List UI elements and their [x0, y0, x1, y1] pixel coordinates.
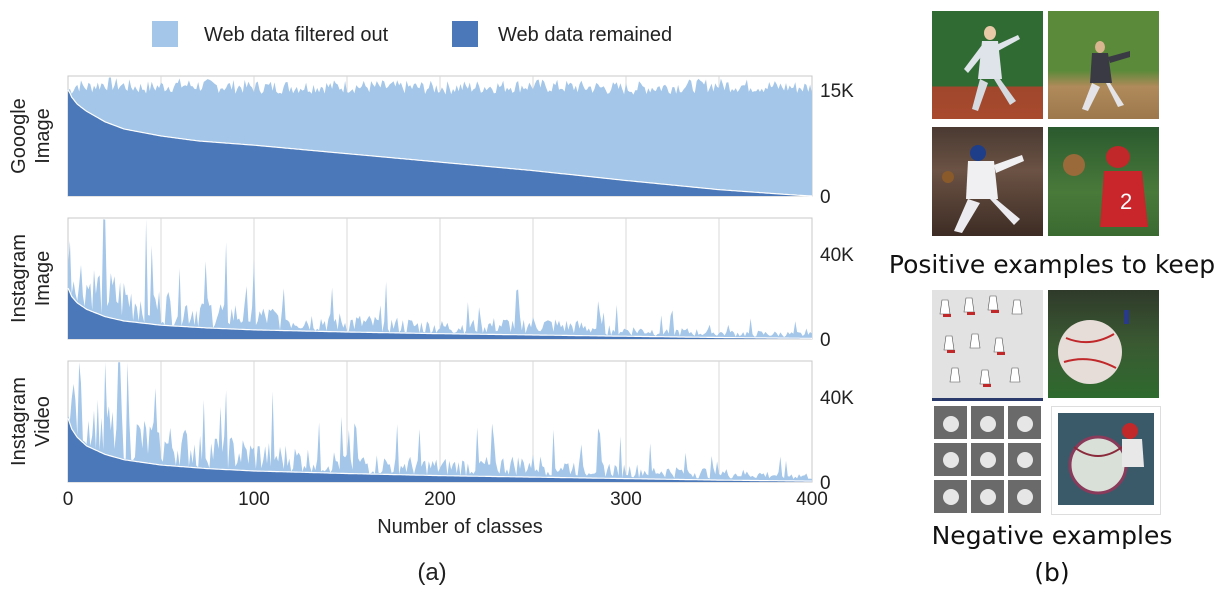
positive-photo-mets-pitcher: [932, 127, 1043, 236]
examples-panel: 2 Positive examples to keep Negative exa…: [880, 0, 1224, 596]
row-label: Gooogle Image: [8, 98, 54, 174]
positive-photo-pitcher-red-dirt: [932, 11, 1043, 119]
row-label: Instagram Video: [8, 377, 54, 466]
svg-text:2: 2: [1120, 189, 1132, 214]
x-tick-label: 400: [796, 489, 828, 510]
y-tick-label: 0: [820, 473, 831, 494]
row-label-line: Instagram: [8, 234, 30, 323]
legend-label: Web data filtered out: [204, 24, 389, 46]
row-label-line: Gooogle: [8, 98, 30, 174]
series-area-remained: [68, 90, 812, 196]
y-tick-label: 15K: [820, 81, 854, 102]
series-boundary-line: [67, 287, 813, 339]
positive-photo-pitcher-mound: [1048, 11, 1159, 119]
series-boundary-line: [67, 418, 813, 482]
panel-a-caption: (a): [417, 559, 446, 586]
x-tick-label: 0: [63, 489, 74, 510]
positive-examples-label: Positive examples to keep: [888, 250, 1216, 279]
row-label-line: Instagram: [8, 377, 30, 466]
series-area-filtered-out: [68, 362, 812, 482]
series-area-remained: [68, 288, 812, 339]
legend-label: Web data remained: [498, 24, 672, 46]
x-tick-label: 200: [424, 489, 456, 510]
x-tick-label: 300: [610, 489, 642, 510]
negative-photo-grip-grid: [932, 404, 1043, 515]
legend-swatch: [152, 21, 178, 47]
negative-photo-pose-sequence: [932, 290, 1043, 401]
row-label-line: Image: [32, 251, 54, 307]
series-boundary-line: [67, 89, 813, 197]
positive-photo-youth-pitcher: 2: [1048, 127, 1159, 236]
y-tick-label: 40K: [820, 245, 854, 266]
row-label-line: Image: [32, 108, 54, 164]
area-chart-figure: Web data filtered out Web data remained 0 1…: [8, 21, 854, 586]
row-label-line: Video: [32, 396, 54, 447]
y-tick-label: 0: [820, 187, 831, 208]
x-tick-label: 100: [238, 489, 270, 510]
negative-photo-baseball-illustration: [1051, 406, 1161, 515]
series-area-filtered-out: [68, 219, 812, 339]
panel-b-caption: (b): [1034, 558, 1070, 587]
series-area-remained: [68, 418, 812, 482]
y-tick-label: 0: [820, 330, 831, 351]
row-label: Instagram Image: [8, 234, 54, 323]
negative-examples-label: Negative examples: [931, 521, 1173, 550]
legend-swatch: [452, 21, 478, 47]
negative-photo-baseball-closeup: [1048, 290, 1159, 398]
y-tick-label: 40K: [820, 388, 854, 409]
x-axis-label: Number of classes: [377, 516, 543, 538]
